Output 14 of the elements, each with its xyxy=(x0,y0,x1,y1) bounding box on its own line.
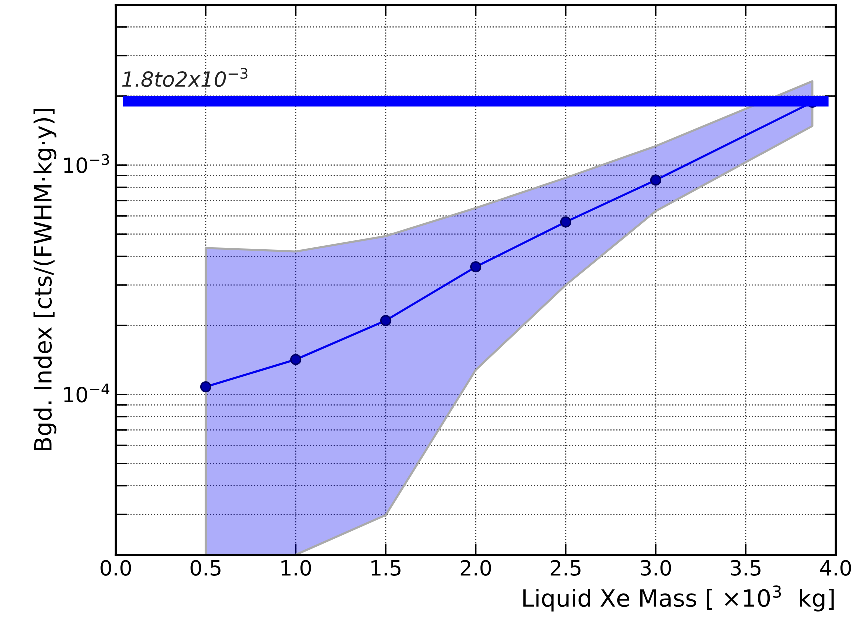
x-tick-label: 2.0 xyxy=(460,560,492,576)
x-tick-label: 3.5 xyxy=(731,560,761,576)
x-tick-label: 1.0 xyxy=(282,560,312,576)
y-tick-label: 10$^{−3}$ xyxy=(64,154,110,174)
x-tick-label: 2.5 xyxy=(550,560,581,576)
x-tick-label: 0.0 xyxy=(100,560,132,576)
y-axis-title: Bgd. Index [cts/(FWHM·kg·y)] xyxy=(34,109,57,451)
x-tick-label: 3.0 xyxy=(641,560,672,576)
x-axis-title: Liquid Xe Mass [ ×10$^{3}$ kg] xyxy=(524,586,834,612)
band-label: 1.8to2x10$^{−3}$ xyxy=(122,68,248,88)
x-tick-label: 1.5 xyxy=(372,560,401,576)
x-tick-label: 4.0 xyxy=(820,560,852,576)
y-tick-label: 10$^{−4}$ xyxy=(64,384,110,403)
x-tick-label: 0.5 xyxy=(190,560,221,576)
